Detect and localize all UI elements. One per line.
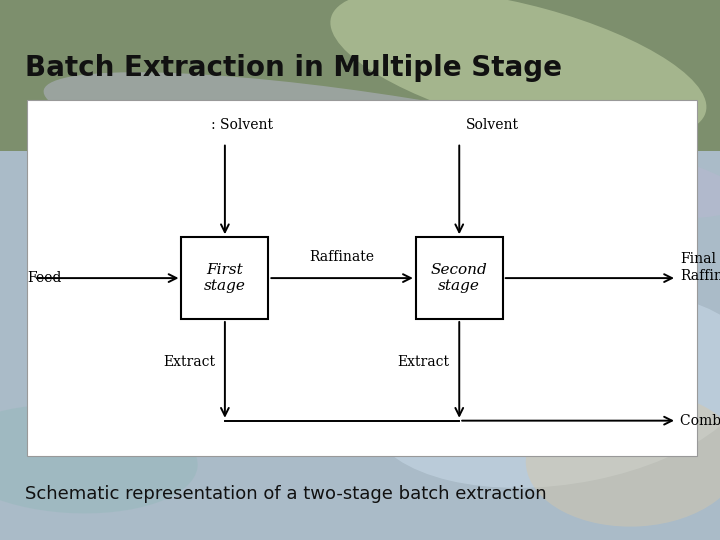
Text: Feed: Feed: [27, 271, 62, 285]
Ellipse shape: [526, 392, 720, 526]
Bar: [0, 0, 720, 151]
Text: Batch Extraction in Multiple Stage: Batch Extraction in Multiple Stage: [25, 53, 562, 82]
Text: Schematic representation of a two-stage batch extraction: Schematic representation of a two-stage …: [25, 485, 546, 503]
Text: : Solvent: : Solvent: [212, 118, 274, 132]
Text: Extract: Extract: [397, 355, 449, 369]
Text: Solvent: Solvent: [466, 118, 519, 132]
Text: Raffinate: Raffinate: [310, 250, 374, 264]
Text: Second
stage: Second stage: [431, 263, 487, 293]
Ellipse shape: [44, 72, 720, 219]
Text: First
stage: First stage: [204, 263, 246, 293]
Ellipse shape: [368, 290, 720, 488]
Ellipse shape: [330, 0, 706, 140]
Text: Combined extract: Combined extract: [680, 414, 720, 428]
Text: Final
Raffinate: Final Raffinate: [680, 252, 720, 282]
Ellipse shape: [0, 404, 198, 514]
Text: Extract: Extract: [163, 355, 215, 369]
Bar: [415, 237, 503, 319]
Bar: [0, 151, 720, 540]
Bar: [181, 237, 269, 319]
Bar: [27, 100, 697, 456]
